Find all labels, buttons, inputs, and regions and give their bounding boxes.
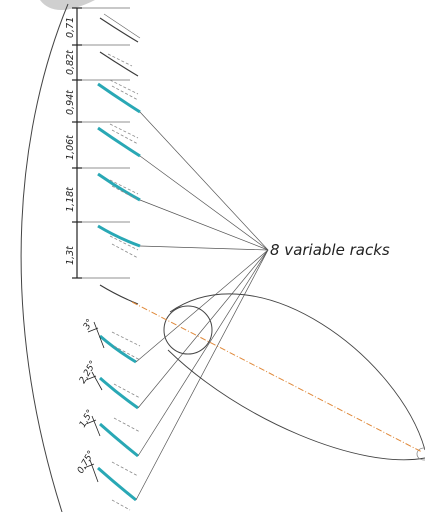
detail-end-ellipse: [416, 447, 425, 461]
blade-6: [97, 224, 141, 259]
blade-3: [97, 79, 141, 114]
blade-9: [99, 376, 141, 410]
spacing-label-4: 1,06t: [65, 134, 76, 160]
spacing-label-6: 1,3t: [65, 245, 76, 265]
blade-5: [97, 172, 141, 202]
blade-4: [97, 123, 141, 158]
detail-circle: [163, 305, 213, 355]
spacing-label-3: 0,94t: [65, 89, 76, 115]
blade-7: [99, 284, 139, 305]
magnifier-outline: [167, 293, 425, 461]
blade-11: [97, 461, 139, 511]
spacing-dimension-line: [72, 7, 130, 279]
blade-2: [99, 51, 139, 77]
angle-label-2: 2,25°: [78, 359, 99, 385]
orange-axis-line: [131, 301, 423, 453]
blade-8: [99, 331, 141, 364]
angle-marks: [83, 321, 105, 483]
spacing-label-1: 0,71: [65, 17, 76, 38]
outer-arc: [20, 3, 69, 512]
callout-variable-racks: 8 variable racks: [270, 241, 390, 259]
angle-label-1: 3°: [82, 318, 96, 332]
leader-lines: [135, 111, 269, 501]
spacing-label-2: 0,82t: [65, 49, 76, 75]
angle-label-4: 0,75°: [76, 449, 97, 475]
blade-1: [99, 13, 141, 43]
spacing-label-5: 1,18t: [65, 186, 76, 212]
blade-10: [99, 417, 141, 458]
